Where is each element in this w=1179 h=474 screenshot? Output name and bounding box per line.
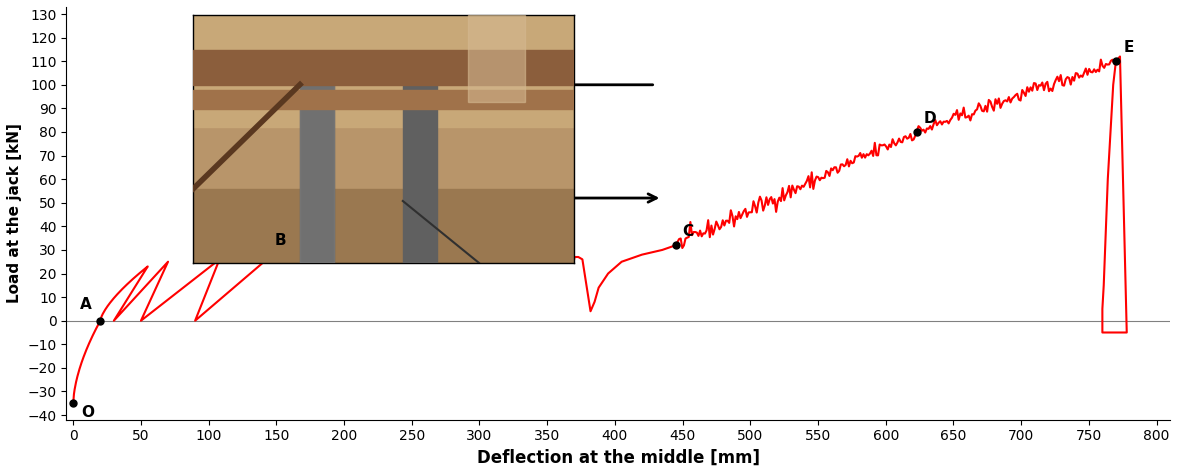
Text: D: D [923,110,936,126]
Y-axis label: Load at the jack [kN]: Load at the jack [kN] [7,123,22,303]
Text: A: A [80,297,92,312]
Text: O: O [81,405,94,420]
Text: B: B [275,233,286,248]
X-axis label: Deflection at the middle [mm]: Deflection at the middle [mm] [476,449,759,467]
Text: C: C [683,224,693,239]
Text: E: E [1124,40,1134,55]
